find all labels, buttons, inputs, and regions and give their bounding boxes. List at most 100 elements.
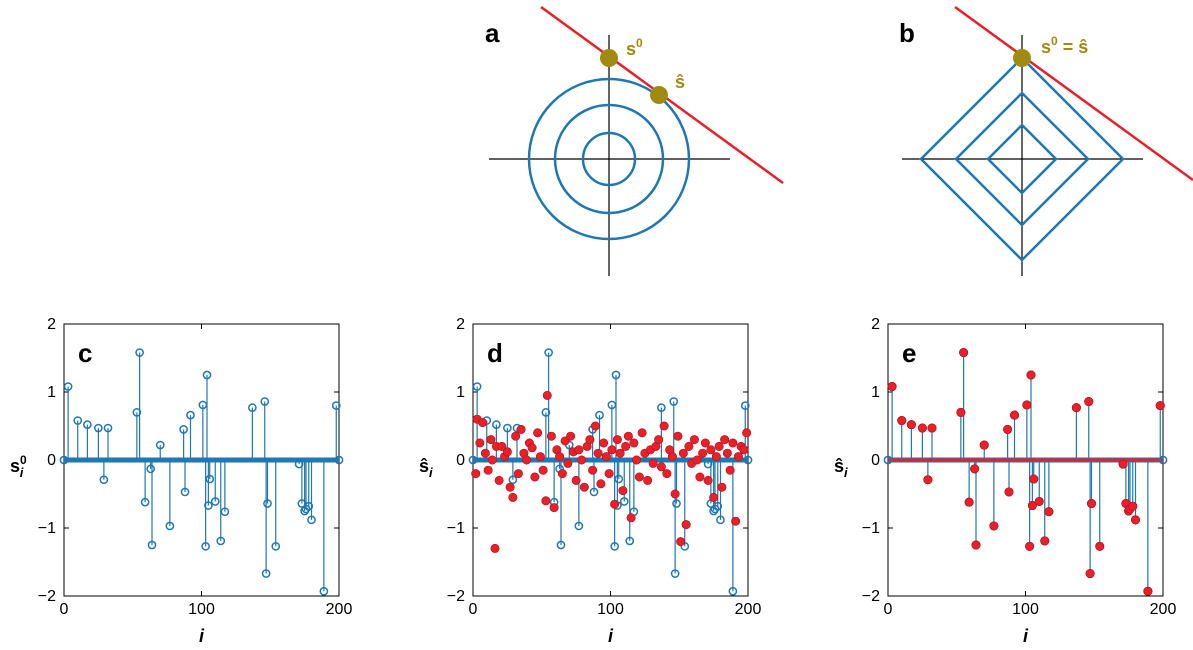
stem-marker-open-c [304, 501, 314, 511]
stem-marker-open-c [263, 499, 272, 508]
x-tick-label-c: 200 [326, 601, 353, 618]
stem-marker-open-c [165, 521, 175, 531]
y-tick-label-e: 1 [871, 384, 880, 401]
stem-marker-open-c [147, 540, 157, 550]
diagram-a: a s0 ŝ [485, 5, 784, 276]
panel-letter-e: e [902, 338, 916, 368]
zero-marker-start-d [468, 455, 478, 465]
stem-marker-filled-d [698, 448, 708, 458]
panel-letter-d: d [487, 338, 503, 368]
stem-marker-filled-d [538, 465, 548, 475]
stem-marker-open-c [319, 586, 329, 596]
stem-marker-open-d [625, 536, 635, 546]
zero-marker-start-c [59, 455, 69, 465]
x-axis-label-e: i [1023, 626, 1029, 646]
stem-marker-open-d [728, 586, 738, 596]
stem-marker-filled-d [604, 469, 614, 479]
stem-marker-filled-d [563, 458, 573, 468]
stem-marker-filled-d [659, 421, 669, 431]
stem-marker-filled-d [478, 418, 488, 428]
stem-marker-filled-d [717, 482, 727, 492]
stem-marker-open-d [669, 397, 679, 406]
stem-marker-filled-d [634, 472, 644, 482]
stem-marker-filled-d [676, 537, 686, 547]
x-tick-label-c: 100 [188, 601, 215, 618]
stem-marker-filled-d [555, 452, 565, 462]
stem-marker-filled-d [527, 443, 537, 453]
y-axis-label-symbol-e: ŝ [834, 456, 844, 476]
y-axis-label-sub-c: i [20, 465, 24, 480]
y-axis-label-sub-e: i [844, 465, 848, 480]
stem-marker-open-d [710, 504, 720, 514]
stem-marker-filled-d [656, 462, 666, 472]
stem-marker-filled-d [709, 492, 719, 502]
stem-marker-filled-top-e [979, 440, 989, 450]
constraint-line-b [954, 5, 1193, 182]
stem-marker-filled-d [577, 455, 587, 465]
stem-marker-filled-top-e [1004, 487, 1014, 497]
stem-marker-filled-d [505, 482, 515, 492]
stem-marker-filled-d [471, 469, 481, 479]
stem-marker-filled-top-e [1027, 501, 1037, 511]
stem-marker-open-d [610, 542, 619, 551]
x-tick-label-e: 200 [1150, 601, 1177, 618]
stem-marker-filled-d [722, 448, 732, 458]
stem-marker-filled-d [542, 390, 552, 400]
stem-marker-open-c [294, 459, 304, 469]
stem-marker-filled-d [667, 452, 677, 462]
stem-marker-filled-d [610, 499, 620, 509]
stem-marker-filled-top-e [1029, 474, 1039, 484]
stem-marker-filled-d [490, 543, 500, 553]
l1-solution-label: s0 = ŝ [1041, 34, 1088, 57]
stem-marker-filled-d [728, 438, 738, 448]
stem-marker-filled-d [516, 424, 526, 434]
panel-letter-b: b [899, 18, 915, 48]
stem-marker-open-c [180, 487, 190, 497]
x-tick-label-e: 0 [884, 601, 893, 618]
y-axis-label-sup-c: 0 [20, 453, 27, 467]
diagram-b: b s0 = ŝ [899, 5, 1193, 276]
stem-marker-filled-d [618, 486, 628, 496]
stem-marker-open-d [589, 487, 599, 497]
stem-marker-open-d [703, 459, 713, 469]
stem-marker-filled-top-e [956, 407, 966, 417]
stem-marker-filled-d [684, 441, 694, 451]
stem-marker-filled-top-e [1003, 424, 1013, 434]
l1-ball-large [919, 56, 1125, 262]
stem-marker-open-d [544, 348, 553, 357]
stem-marker-filled-d [612, 435, 622, 445]
stem-marker-filled-d [502, 447, 512, 457]
stem-marker-filled-d [549, 503, 559, 513]
stem-marker-filled-top-e [959, 348, 969, 358]
stem-marker-filled-top-e [1071, 403, 1081, 413]
stem-marker-open-c [73, 416, 83, 425]
stem-marker-open-c [99, 475, 109, 485]
stem-marker-open-c [202, 370, 212, 380]
stem-marker-filled-d [615, 448, 625, 458]
y-axis-label-e: ŝi [834, 456, 848, 480]
stem-marker-filled-top-e [927, 423, 937, 433]
stem-marker-filled-d [511, 431, 521, 441]
stem-marker-filled-d [689, 435, 699, 445]
stem-marker-filled-top-e [1026, 370, 1036, 380]
stem-marker-open-c [261, 569, 271, 578]
l2-ball-medium [553, 103, 665, 215]
stem-marker-open-d [619, 497, 629, 506]
stem-marker-filled-d [643, 475, 653, 485]
stem-marker-open-d [508, 475, 518, 485]
x-tick-label-e: 100 [1012, 601, 1039, 618]
stem-marker-filled-d [678, 448, 688, 458]
stem-marker-open-d [670, 569, 680, 578]
y-axis-label-d: ŝi [419, 456, 433, 480]
stem-marker-filled-d [725, 465, 735, 475]
stem-marker-filled-top-e [1040, 536, 1050, 546]
stem-marker-open-d [716, 515, 725, 525]
stem-marker-open-c [155, 440, 165, 450]
stem-marker-filled-d [574, 445, 584, 455]
l1-solution-point [1013, 49, 1031, 67]
stem-marker-filled-d [585, 435, 595, 445]
true-solution-point [600, 49, 618, 67]
l2-solution-label: ŝ [675, 72, 685, 92]
